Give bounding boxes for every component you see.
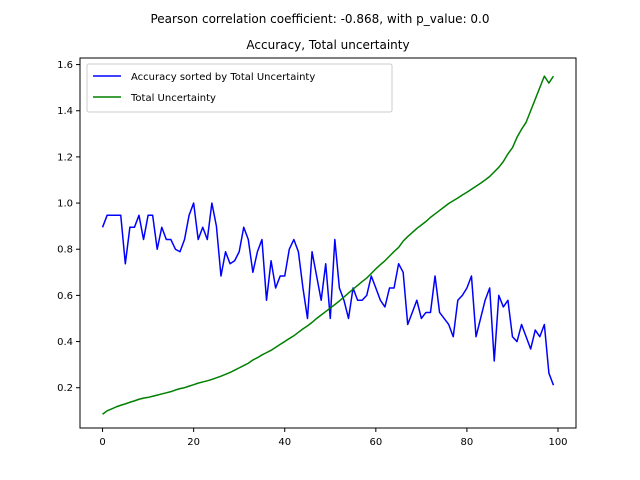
x-tick-label: 80 <box>461 437 474 448</box>
y-tick-label: 1.2 <box>57 152 73 163</box>
y-tick-label: 0.6 <box>57 291 73 302</box>
chart-suptitle: Pearson correlation coefficient: -0.868,… <box>150 12 489 26</box>
x-tick-label: 40 <box>278 437 291 448</box>
y-tick-label: 0.8 <box>57 245 73 256</box>
x-axis: 0 20 40 60 80 100 <box>99 428 568 448</box>
series-layer <box>101 75 555 415</box>
axes-frame <box>79 57 577 429</box>
legend-box <box>86 63 393 113</box>
y-tick-label: 1.6 <box>57 60 73 71</box>
x-tick-label: 60 <box>369 437 382 448</box>
y-tick-label: 0.2 <box>57 383 73 394</box>
accuracy-line <box>101 202 555 386</box>
legend-label-accuracy: Accuracy sorted by Total Uncertainty <box>131 72 315 83</box>
legend-label-total-uncertainty: Total Uncertainty <box>130 93 216 104</box>
x-tick-label: 0 <box>99 437 105 448</box>
legend: Accuracy sorted by Total Uncertainty Tot… <box>86 63 393 113</box>
y-axis: 0.2 0.4 0.6 0.8 1.0 1.2 1.4 1.6 <box>57 60 80 394</box>
x-tick-label: 100 <box>548 437 567 448</box>
y-tick-label: 1.0 <box>57 199 73 210</box>
chart-title: Accuracy, Total uncertainty <box>246 38 409 52</box>
total-uncertainty-line <box>102 75 555 415</box>
y-tick-label: 1.4 <box>57 106 73 117</box>
y-tick-label: 0.4 <box>57 337 73 348</box>
x-tick-label: 20 <box>187 437 200 448</box>
